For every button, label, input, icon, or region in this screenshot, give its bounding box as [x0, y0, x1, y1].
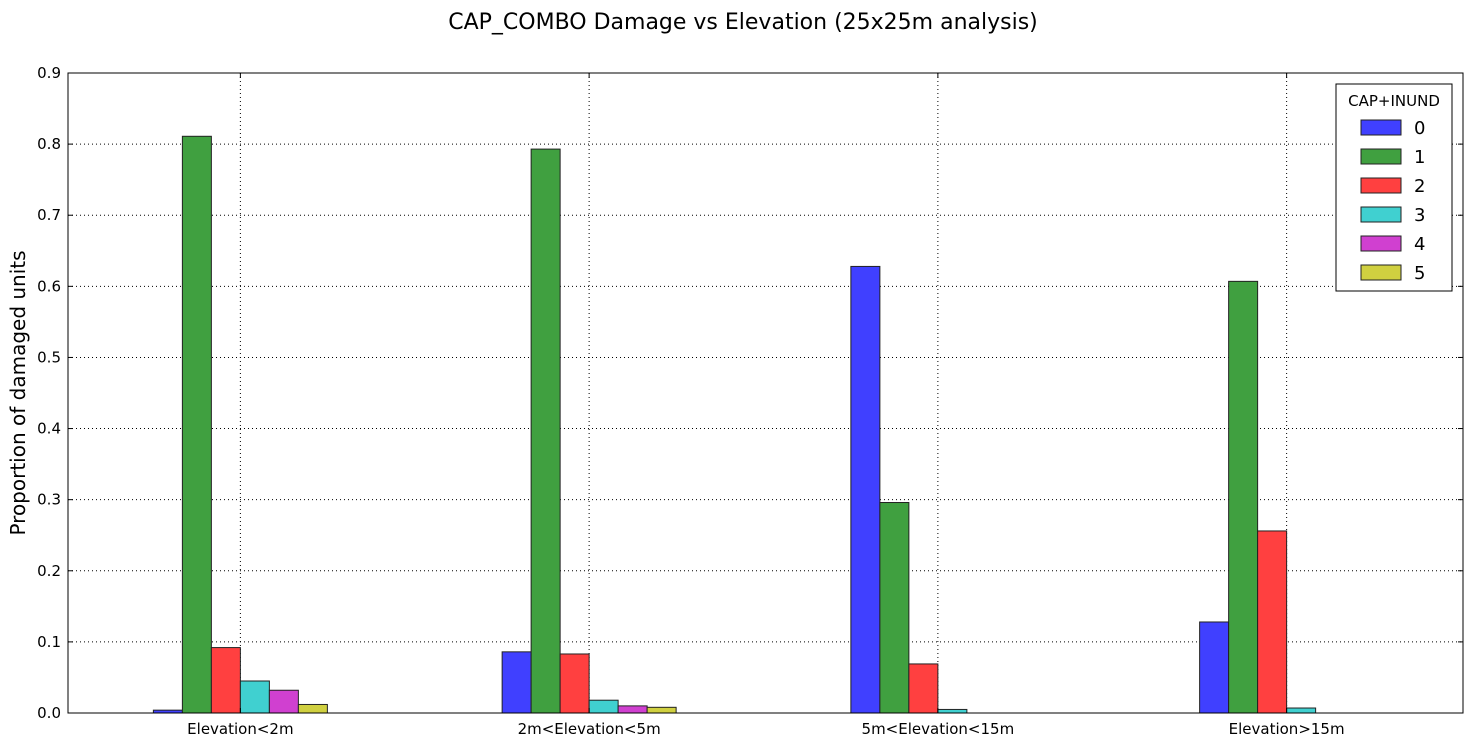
bar-elevation-2m-series-5: [297, 703, 328, 714]
bar-elevation-2m-series-4: [268, 689, 299, 714]
legend-swatch: [1360, 119, 1402, 136]
bar-2m-elevation-5m-series-4: [617, 705, 648, 714]
grid-lines: [68, 73, 1463, 713]
bar-elevation-15m-series-3: [1286, 707, 1317, 714]
legend-swatch: [1360, 264, 1402, 281]
bar-elevation-15m-series-2: [1257, 530, 1288, 714]
legend-swatch: [1360, 177, 1402, 194]
y-tick-label: 0.1: [37, 633, 61, 651]
y-tick-label: 0.0: [37, 704, 61, 722]
bar-2m-elevation-5m-series-2: [559, 653, 590, 714]
legend-label: 4: [1414, 234, 1425, 255]
legend-swatch: [1360, 235, 1402, 252]
legend-title: CAP+INUND: [1348, 92, 1440, 110]
y-tick-label: 0.3: [37, 491, 61, 509]
bar-elevation-15m-series-0: [1199, 621, 1230, 714]
bar-elevation-2m-series-1: [181, 135, 212, 714]
y-tick-label: 0.6: [37, 277, 61, 295]
bar-5m-elevation-15m-series-3: [937, 708, 968, 714]
bar-5m-elevation-15m-series-0: [850, 265, 881, 714]
legend-label: 2: [1414, 176, 1425, 197]
x-tick-label: 2m<Elevation<5m: [518, 720, 661, 738]
y-tick-label: 0.9: [37, 64, 61, 82]
y-tick-label: 0.4: [37, 420, 61, 438]
legend-swatch: [1360, 206, 1402, 223]
legend-items: 0 1 2 3 4 5: [1360, 118, 1425, 284]
y-tick-label: 0.7: [37, 206, 61, 224]
x-tick-label: Elevation<2m: [187, 720, 293, 738]
bar-5m-elevation-15m-series-2: [908, 663, 939, 714]
bar-2m-elevation-5m-series-3: [588, 699, 619, 714]
x-tick-label: 5m<Elevation<15m: [862, 720, 1015, 738]
bar-2m-elevation-5m-series-5: [646, 706, 677, 714]
axis-ticks: 0.0 0.1 0.2 0.3 0.4 0.5 0.6 0.7 0.8 0.9 Elevation<…: [37, 64, 1463, 738]
legend-label: 3: [1414, 205, 1425, 226]
y-axis-label: Proportion of damaged units: [6, 250, 30, 535]
legend-label: 5: [1414, 263, 1425, 284]
bar-2m-elevation-5m-series-0: [501, 651, 532, 714]
bars: [152, 135, 1317, 714]
bar-5m-elevation-15m-series-1: [879, 502, 910, 714]
bar-2m-elevation-5m-series-1: [530, 148, 561, 714]
bar-elevation-2m-series-3: [239, 680, 270, 714]
y-tick-label: 0.8: [37, 135, 61, 153]
legend-label: 0: [1414, 118, 1425, 139]
y-tick-label: 0.5: [37, 348, 61, 366]
legend-swatch: [1360, 148, 1402, 165]
bar-elevation-15m-series-1: [1228, 280, 1259, 714]
x-tick-label: Elevation>15m: [1229, 720, 1345, 738]
chart-title: CAP_COMBO Damage vs Elevation (25x25m an…: [448, 10, 1038, 35]
legend-label: 1: [1414, 147, 1425, 168]
plot-frame: [67, 72, 1464, 714]
legend: CAP+INUND 0 1 2 3 4 5: [1335, 83, 1453, 292]
bar-elevation-2m-series-2: [210, 647, 241, 714]
y-tick-label: 0.2: [37, 562, 61, 580]
